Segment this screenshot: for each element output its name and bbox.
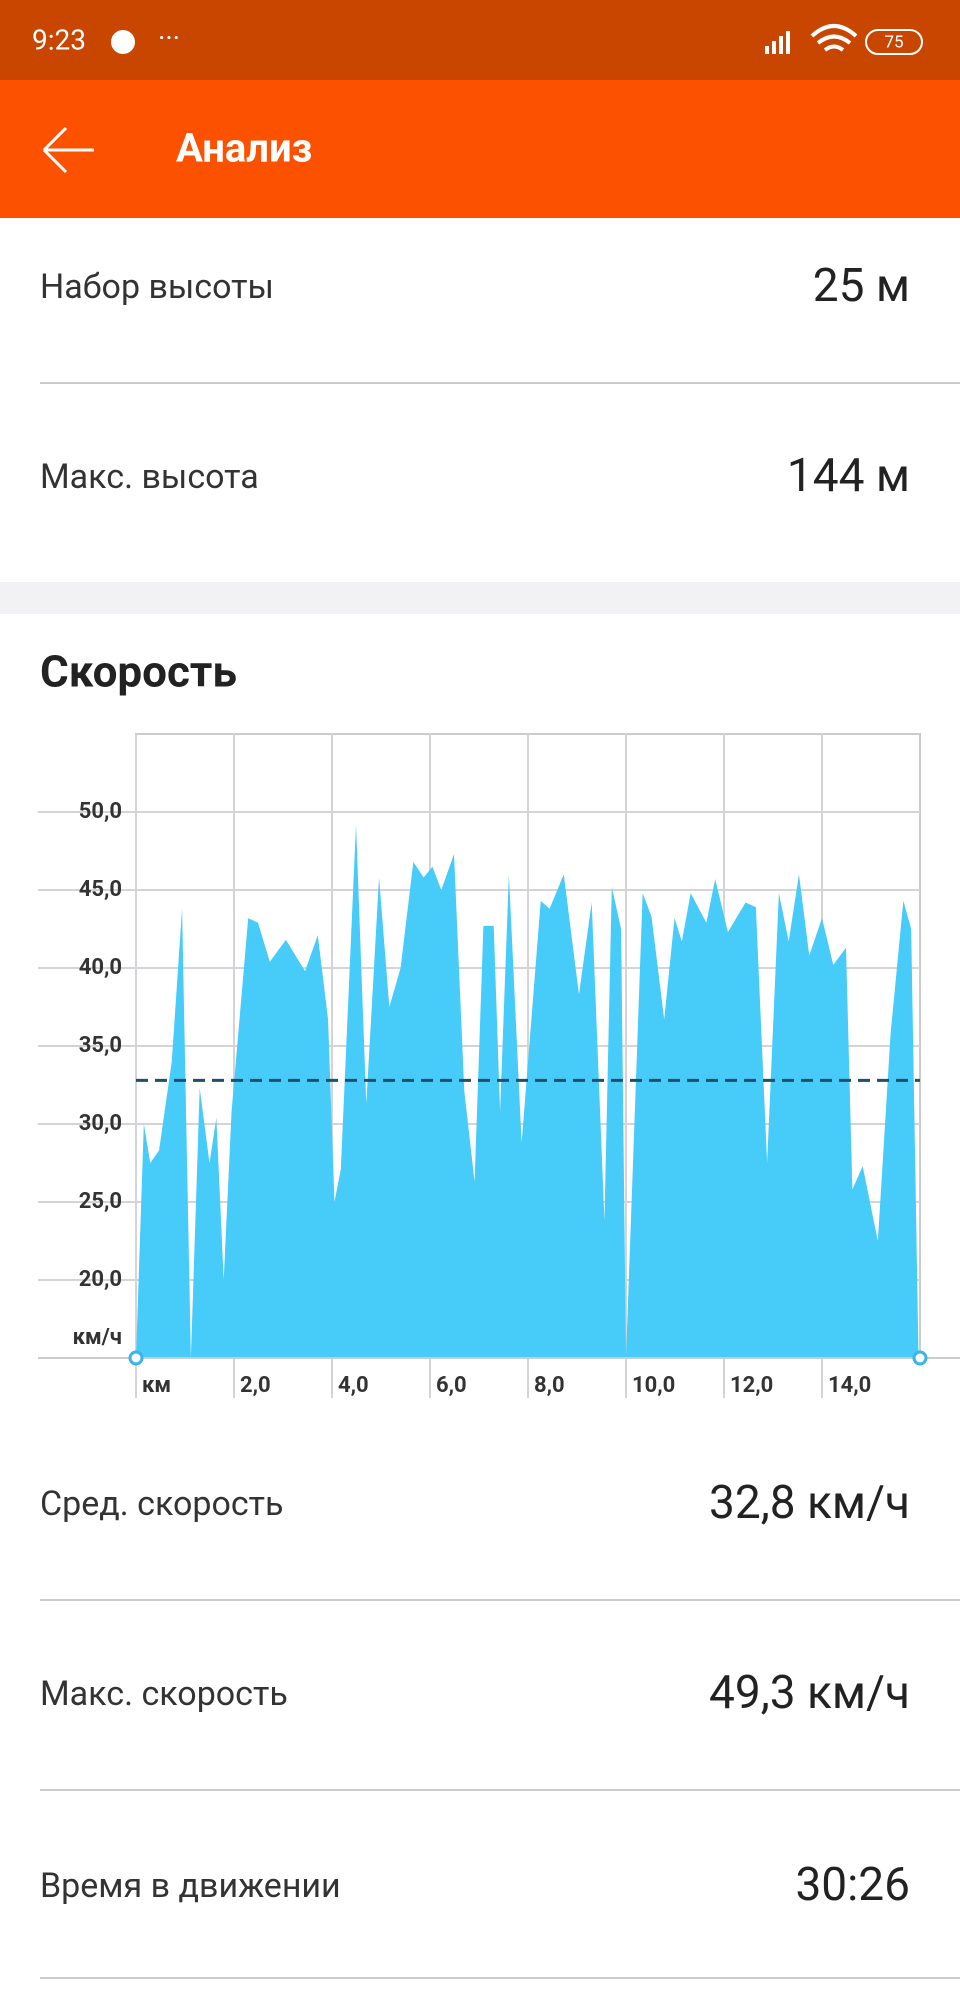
x-tick-label: 10,0	[632, 1373, 675, 1398]
back-button[interactable]	[42, 126, 94, 174]
facebook-icon	[111, 30, 135, 54]
x-tick-label: 14,0	[828, 1373, 871, 1398]
x-tick-label: 12,0	[730, 1373, 773, 1398]
y-tick-label: 45,0	[79, 877, 122, 902]
stat-label: Макс. скорость	[40, 1674, 288, 1714]
y-tick-label: 20,0	[79, 1267, 122, 1292]
section-title: Скорость	[40, 646, 237, 698]
stat-label: Макс. высота	[40, 457, 259, 497]
y-tick-label: км/ч	[73, 1325, 122, 1350]
stat-value: 144 м	[787, 449, 910, 503]
x-tick-label: 8,0	[534, 1373, 565, 1398]
x-tick-label: 4,0	[338, 1373, 369, 1398]
speed-area	[136, 824, 919, 1358]
x-tick-label: 6,0	[436, 1373, 467, 1398]
y-tick-label: 25,0	[79, 1189, 122, 1214]
stat-label: Набор высоты	[40, 267, 274, 307]
stat-label: Время в движении	[40, 1866, 341, 1906]
y-tick-label: 40,0	[79, 955, 122, 980]
battery-icon	[865, 29, 923, 55]
range-handle	[128, 1350, 144, 1366]
stat-value: 30:26	[795, 1858, 910, 1912]
speed-chart: км/ч 20,0 25,0 30,0 35,0 40,0 45,0 50,0 км 2,0 4,0…	[38, 733, 960, 1398]
app-bar	[0, 80, 960, 218]
y-tick-label: 30,0	[79, 1111, 122, 1136]
status-time: 9:23	[32, 23, 86, 56]
app-title: Анализ	[176, 125, 312, 172]
signal-icon	[765, 31, 790, 54]
section-gap	[0, 582, 960, 614]
stat-value: 49,3 км/ч	[709, 1666, 910, 1720]
wifi-icon	[810, 24, 858, 52]
y-tick-label: 50,0	[79, 799, 122, 824]
x-tick-label: км	[142, 1373, 171, 1398]
status-bar	[0, 0, 960, 80]
battery-level: 75	[884, 32, 903, 52]
more-dots: ···	[158, 21, 180, 54]
stat-value: 32,8 км/ч	[709, 1476, 910, 1530]
range-handle	[912, 1350, 928, 1366]
x-tick-label: 2,0	[240, 1373, 271, 1398]
stat-value: 25 м	[813, 259, 910, 313]
y-tick-label: 35,0	[79, 1033, 122, 1058]
stat-label: Сред. скорость	[40, 1484, 283, 1524]
